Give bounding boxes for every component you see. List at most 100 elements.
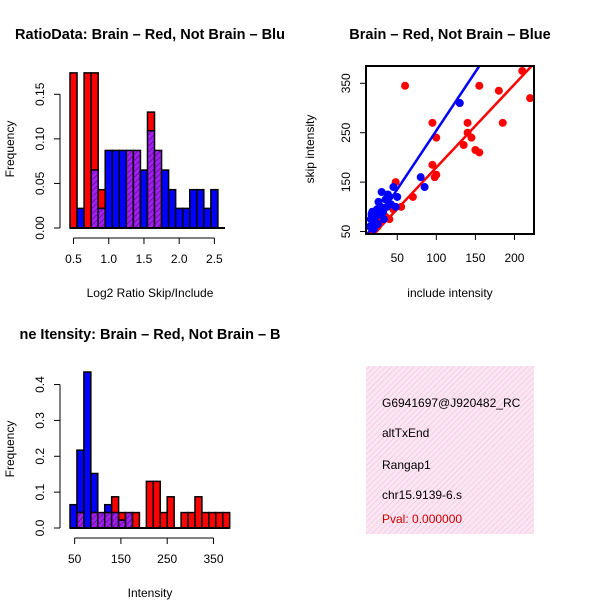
histogram-bar	[203, 207, 212, 229]
info-panel: G6941697@J920482_RC altTxEnd Rangap1 chr…	[366, 366, 534, 534]
histogram-overlap-hatch	[91, 170, 99, 228]
chart3-ylabel: Frequency	[3, 421, 17, 478]
histogram-bar	[104, 149, 114, 229]
scatter-frame	[365, 65, 535, 235]
histogram-bar	[83, 371, 92, 529]
scatter-points-layer	[366, 66, 534, 234]
chart1-plot: 0.5 1.0 1.5 2.0 2.5 0.00 0.05 0.10 0.15	[33, 72, 225, 266]
scatter-point-red	[428, 118, 437, 127]
scatter-point-blue	[420, 183, 429, 192]
scatter-point-red	[494, 86, 503, 95]
histogram-bar	[181, 207, 191, 229]
chart3-title: ne Itensity: Brain – Red, Not Brain – B	[19, 327, 280, 343]
chart2-plot: 50 100 150 200 50 150 250 350	[339, 65, 535, 265]
chart1-x-tick-label: 1.5	[136, 252, 153, 266]
chart2-title: Brain – Red, Not Brain – Blue	[349, 27, 550, 43]
histogram-bar	[97, 188, 106, 210]
chart1-y-tick-label: 0.05	[33, 171, 47, 195]
scatter-point-red	[428, 160, 437, 169]
histogram-bar	[160, 169, 170, 229]
chart2-x-tick-label: 50	[391, 251, 405, 265]
histogram-overlap-hatch	[90, 512, 98, 528]
histogram-bar	[117, 511, 127, 521]
histogram-bar	[76, 449, 85, 514]
chart2-y-tick-label: 50	[339, 225, 353, 239]
scatter-point-blue	[389, 183, 398, 192]
histogram-overlap-hatch	[104, 512, 112, 528]
chart3-y-tick-label: 0.4	[33, 376, 47, 393]
chart2-x-tick-label: 200	[504, 251, 524, 265]
scatter-point-blue	[377, 188, 386, 196]
histogram-bar	[196, 188, 205, 229]
histogram-bar	[201, 511, 210, 529]
event-type: altTxEnd	[382, 426, 430, 440]
histogram-bar	[131, 511, 141, 529]
histogram-bar	[174, 207, 184, 229]
chart3-y-tick-label: 0.3	[33, 412, 47, 429]
scatter-point-blue	[379, 215, 388, 224]
chart1-x-tick-label: 0.5	[65, 252, 82, 266]
chart2-ylabel: skip intensity	[303, 115, 317, 184]
chart1-y-tick-label: 0.10	[33, 127, 47, 151]
chart1-x-tick-label: 2.5	[206, 252, 223, 266]
scatter-point-red	[459, 141, 468, 150]
histogram-bar	[90, 472, 99, 514]
histogram-bar	[215, 511, 224, 529]
chart2-y-tick-label: 150	[339, 172, 353, 192]
histogram-overlap-hatch	[97, 512, 105, 528]
fit-line-red	[372, 66, 533, 234]
chart1-x-tick-label: 1.0	[100, 252, 117, 266]
histogram-bar	[110, 496, 120, 514]
histogram-bar	[111, 149, 121, 229]
chart3-y-tick-label: 0.1	[33, 483, 47, 500]
chart3-plot: 50 150 250 350 0.0 0.1 0.2 0.3 0.4	[33, 371, 231, 566]
histogram-bar	[210, 188, 219, 229]
chart2-x-tick-label: 150	[465, 251, 485, 265]
scatter-point-red	[401, 81, 410, 90]
histogram-bar	[221, 511, 231, 529]
chart3-x-tick-label: 350	[203, 552, 223, 566]
scatter-point-blue	[393, 192, 402, 201]
scatter-point-red	[467, 133, 476, 142]
fit-line-blue	[366, 66, 481, 234]
histogram-bar	[146, 111, 156, 132]
histogram-bar	[69, 72, 78, 229]
chart2-xlabel: include intensity	[407, 286, 492, 300]
chart3-xlabel: Intensity	[128, 586, 173, 600]
scatter-point-red	[432, 170, 441, 179]
histogram-overlap-hatch	[154, 150, 162, 228]
chart1-x-tick-label: 2.0	[171, 252, 188, 266]
histogram-bar	[194, 496, 203, 529]
histogram-bar	[208, 511, 217, 529]
chart1-y-tick-label: 0.00	[33, 216, 47, 240]
scatter-point-blue	[455, 99, 464, 108]
histogram-overlap-hatch	[133, 150, 141, 228]
chart1-ylabel: Frequency	[3, 121, 17, 178]
histogram-bar	[118, 149, 128, 229]
scatter-point-red	[475, 81, 484, 90]
histogram-bar	[159, 511, 168, 529]
scatter-point-red	[475, 148, 484, 157]
histogram-bar	[152, 480, 162, 529]
chart1-title: RatioData: Brain – Red, Not Brain – Blu	[15, 27, 285, 43]
scatter-point-red	[463, 118, 472, 127]
scatter-point-blue	[391, 202, 400, 211]
p-value: Pval: 0.000000	[382, 512, 463, 526]
gene-name: Rangap1	[382, 458, 431, 472]
scatter-point-red	[498, 118, 507, 127]
histogram-overlap-hatch	[126, 150, 134, 228]
histogram-bar	[167, 188, 177, 229]
histogram-bar	[83, 72, 92, 229]
scatter-point-red	[526, 94, 534, 103]
info-panel-background	[366, 366, 534, 534]
chart2-y-tick-label: 350	[339, 73, 353, 93]
event-id: G6941697@J920482_RC	[382, 396, 521, 410]
histogram-bar	[180, 511, 189, 529]
histogram-bar	[166, 496, 175, 529]
chart3-x-tick-label: 250	[157, 552, 177, 566]
histogram-overlap-hatch	[147, 130, 155, 228]
genomic-location: chr15.9139-6.s	[382, 488, 463, 502]
histogram-bar	[76, 207, 85, 229]
chart3-x-tick-label: 150	[111, 552, 131, 566]
